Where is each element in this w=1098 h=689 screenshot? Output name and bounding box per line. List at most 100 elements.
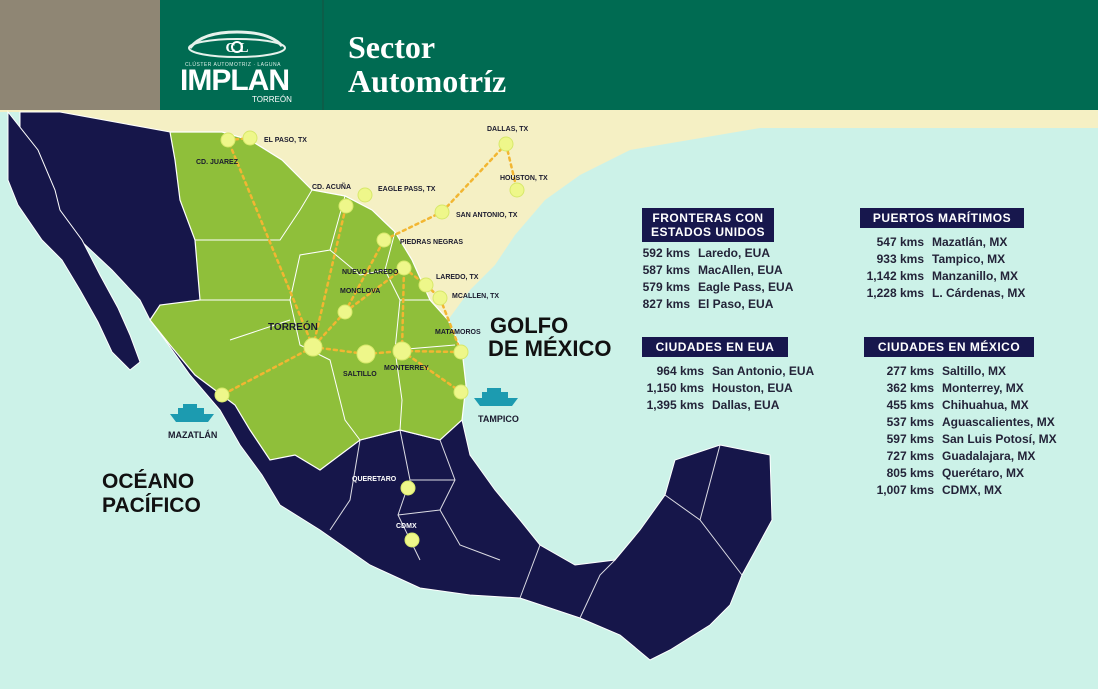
distance-row: 547 kms Mazatlán, MX [860,234,1060,251]
distance-place: Mazatlán, MX [932,235,1008,249]
city-dots [214,130,525,548]
north-region [149,131,467,471]
distance-place: Querétaro, MX [942,466,1025,480]
distance-row: 827 kms El Paso, EUA [642,296,832,313]
pacific-label-line2: PACÍFICO [102,494,201,517]
label-piedras-negras: PIEDRAS NEGRAS [400,239,463,246]
panel-fronteras-title: FRONTERAS CON ESTADOS UNIDOS [642,208,774,242]
label-saltillo: SALTILLO [343,371,377,378]
gulf-label-line1: GOLFO [490,313,568,338]
route-segment [438,296,463,354]
city-dot-nuevo-laredo [396,260,412,276]
distance-value: 1,395 kms [646,398,704,412]
distance-row: 587 kms MacAllen, EUA [642,262,832,279]
distance-place: Aguascalientes, MX [942,415,1055,429]
route-segment [440,142,508,214]
distance-place: San Luis Potosí, MX [942,432,1057,446]
org-city: TORREÓN [252,95,292,104]
distance-value: 1,228 kms [866,286,924,300]
label-houston: HOUSTON, TX [500,175,548,182]
panel-fronteras: FRONTERAS CON ESTADOS UNIDOS 592 kms Lare… [642,208,832,313]
city-dot-laredo [418,277,434,293]
logo-tagline: CLÚSTER AUTOMOTRIZ · LAGUNA [185,62,281,68]
mexico-map: EL PASO, TX CD. JUAREZ DALLAS, TX HOUSTO… [0,110,1098,661]
city-dot-saltillo [356,344,376,364]
distance-place: Guadalajara, MX [942,449,1036,463]
distance-value: 827 kms [642,297,690,311]
label-monclova: MONCLOVA [340,288,380,295]
city-dot-mcallen [432,290,448,306]
distance-value: 592 kms [642,246,690,260]
distance-value: 587 kms [642,263,690,277]
distance-value: 362 kms [886,381,934,395]
route-segment [311,204,348,349]
panel-ciudades-mx-title: CIUDADES EN MÉXICO [864,337,1034,357]
page-title: Sector Automotríz [348,30,506,98]
distance-place: CDMX, MX [942,483,1002,497]
distance-value: 1,150 kms [646,381,704,395]
label-tampico: TAMPICO [478,414,519,424]
panel-ciudades-eua-title: CIUDADES EN EUA [642,337,788,357]
label-mazatlan: MAZATLÁN [168,430,217,440]
pacific-label-line1: OCÉANO [102,470,194,493]
distance-row: 579 kms Eagle Pass, EUA [642,279,832,296]
svg-text:C L: C L [226,41,249,56]
route-segment [382,210,444,242]
panel-ciudades-eua-rows: 964 kms San Antonio, EUA 1,150 kms Houston,… [642,363,842,414]
label-eagle-pass: EAGLE PASS, TX [378,186,436,193]
gulf-label-line2: DE MÉXICO [488,336,611,361]
city-dot-el-paso [242,130,258,146]
org-name: IMPLAN [180,64,290,97]
panel-fronteras-rows: 592 kms Laredo, EUA 587 kms MacAllen, EUA 57… [642,245,832,313]
distance-value: 455 kms [886,398,934,412]
baja-california [7,110,141,371]
city-dot-cd-juarez [220,132,236,148]
city-dot-monclova [337,304,353,320]
label-queretaro: QUERETARO [352,476,397,483]
distance-value: 805 kms [886,466,934,480]
distance-value: 964 kms [656,364,704,378]
distance-row: 805 kms Querétaro, MX [864,465,1084,482]
label-mcallen: MCALLEN, TX [452,293,499,300]
distance-value: 277 kms [886,364,934,378]
city-dot-houston [509,182,525,198]
distance-place: Chihuahua, MX [942,398,1029,412]
distance-row: 592 kms Laredo, EUA [642,245,832,262]
label-nuevo-laredo: NUEVO LAREDO [342,269,399,276]
distance-row: 1,228 kms L. Cárdenas, MX [860,285,1060,302]
distance-row: 933 kms Tampico, MX [860,251,1060,268]
panel-ciudades-mx: CIUDADES EN MÉXICO 277 kms Saltillo, MX 36… [864,337,1084,499]
distance-place: Laredo, EUA [698,246,771,260]
distance-place: Tampico, MX [932,252,1006,266]
distance-place: Manzanillo, MX [932,269,1019,283]
city-dot-san-antonio [434,204,450,220]
label-cd-juarez: CD. JUAREZ [196,159,239,166]
ship-icon-tampico [474,388,518,406]
city-dot-mazatlan [214,387,230,403]
route-segment [504,142,519,192]
distance-value: 597 kms [886,432,934,446]
header-divider [322,0,324,110]
distance-value: 579 kms [642,280,690,294]
ship-icon-mazatlan [170,404,214,422]
label-torreon: TORREÓN [268,320,318,333]
title-line-2: Automotríz [348,63,507,99]
label-el-paso: EL PASO, TX [264,137,307,144]
label-monterrey: MONTERREY [384,365,429,372]
distance-row: 1,007 kms CDMX, MX [864,482,1084,499]
distance-row: 1,142 kms Manzanillo, MX [860,268,1060,285]
city-dot-piedras-negras [376,232,392,248]
distance-row: 362 kms Monterrey, MX [864,380,1084,397]
panel-puertos: PUERTOS MARÍTIMOS 547 kms Mazatlán, MX 933… [860,208,1060,302]
distance-place: San Antonio, EUA [712,364,815,378]
distance-place: L. Cárdenas, MX [932,286,1026,300]
distance-value: 1,007 kms [876,483,934,497]
header-gray-block [0,0,160,110]
distance-row: 1,395 kms Dallas, EUA [642,397,842,414]
distance-value: 537 kms [886,415,934,429]
route-segment [311,310,347,349]
label-cd-acuna: CD. ACUÑA [312,182,351,191]
city-dot-matamoros [453,344,469,360]
distance-row: 455 kms Chihuahua, MX [864,397,1084,414]
city-dot-monterrey [392,341,412,361]
